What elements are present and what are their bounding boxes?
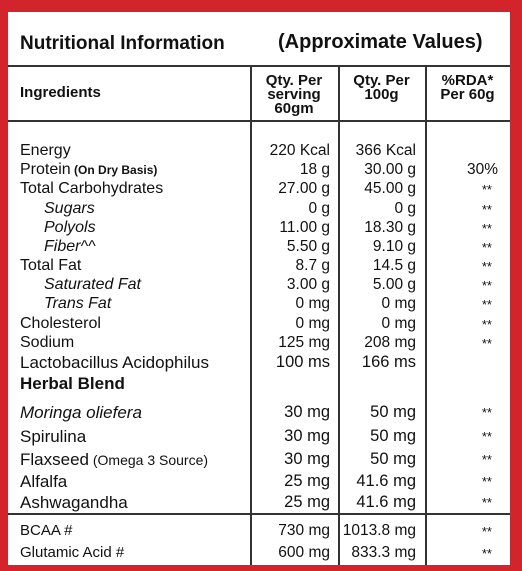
rda-value: ** — [481, 546, 492, 561]
serving-value: 0 mg — [295, 295, 330, 312]
serving-value: 27.00 g — [278, 180, 330, 197]
rda-value: ** — [481, 524, 492, 539]
per100-value: 41.6 mg — [356, 472, 416, 490]
ingredient-name: Cholesterol — [20, 315, 101, 332]
per100-value: 833.3 mg — [351, 544, 416, 561]
title: Nutritional Information — [20, 33, 225, 54]
rda-value: ** — [481, 495, 492, 510]
ingredient-name: Total Fat — [20, 257, 82, 274]
column-header: 60gm — [274, 100, 314, 117]
ingredient-name: Herbal Blend — [20, 374, 125, 393]
rule — [8, 513, 510, 515]
serving-value: 8.7 g — [295, 257, 330, 274]
per100-value: 45.00 g — [364, 180, 416, 197]
serving-value: 0 g — [308, 200, 330, 217]
serving-value: 30 mg — [284, 403, 330, 421]
ingredient-name: Polyols — [44, 219, 96, 236]
column-header: Per 60g — [440, 86, 495, 103]
per100-value: 9.10 g — [372, 238, 416, 255]
serving-value: 125 mg — [278, 334, 330, 351]
column-header: Qty. Per — [265, 72, 323, 89]
ingredient-name: Alfalfa — [20, 472, 68, 491]
ingredient-name: Moringa oliefera — [20, 403, 142, 422]
serving-value: 220 Kcal — [269, 142, 330, 159]
rda-value: ** — [481, 452, 492, 467]
ingredient-name: BCAA # — [20, 522, 73, 539]
column-header: Qty. Per — [353, 72, 410, 89]
ingredient-name: Saturated Fat — [44, 276, 141, 293]
per100-value: 5.00 g — [372, 276, 416, 293]
ingredient-name: Trans Fat — [44, 295, 112, 312]
ingredient-name: Fiber^^ — [44, 238, 96, 255]
serving-value: 600 mg — [278, 544, 330, 561]
serving-value: 100 ms — [275, 353, 330, 371]
rda-value: 30% — [466, 161, 498, 178]
ingredient-note: (On Dry Basis) — [70, 163, 158, 177]
serving-value: 3.00 g — [286, 276, 330, 293]
rda-value: ** — [481, 202, 492, 217]
serving-value: 730 mg — [278, 522, 330, 539]
rule — [8, 65, 510, 67]
column-header: %RDA* — [441, 72, 494, 89]
serving-value: 18 g — [299, 161, 330, 178]
rda-value: ** — [481, 405, 492, 420]
ingredient-name: Energy — [20, 142, 71, 159]
rda-value: ** — [481, 336, 492, 351]
serving-value: 5.50 g — [286, 238, 330, 255]
rda-value: ** — [481, 317, 492, 332]
serving-value: 25 mg — [284, 493, 330, 511]
per100-value: 14.5 g — [372, 257, 416, 274]
column-header: 100g — [364, 86, 399, 103]
ingredient-name: Ashwagandha — [20, 493, 128, 512]
rda-value: ** — [481, 297, 492, 312]
per100-value: 0 g — [394, 200, 416, 217]
panel: Nutritional Information (Approximate Val… — [8, 12, 510, 565]
per100-value: 30.00 g — [364, 161, 416, 178]
rule — [425, 65, 427, 565]
per100-value: 50 mg — [370, 427, 416, 445]
rule — [250, 65, 252, 565]
rda-value: ** — [481, 221, 492, 236]
per100-value: 50 mg — [370, 450, 416, 468]
rule — [8, 120, 510, 122]
ingredient-name: Spirulina — [20, 427, 87, 446]
per100-value: 50 mg — [370, 403, 416, 421]
per100-value: 18.30 g — [364, 219, 416, 236]
ingredient-note: (Omega 3 Source) — [88, 452, 209, 468]
rda-value: ** — [481, 240, 492, 255]
rda-value: ** — [481, 182, 492, 197]
rda-value: ** — [481, 474, 492, 489]
ingredient-name: Lactobacillus Acidophilus — [20, 353, 210, 372]
serving-value: 30 mg — [284, 450, 330, 468]
per100-value: 0 mg — [381, 295, 416, 312]
subtitle: (Approximate Values) — [278, 31, 483, 53]
serving-value: 11.00 g — [279, 219, 330, 236]
per100-value: 208 mg — [364, 334, 416, 351]
rda-value: ** — [481, 259, 492, 274]
per100-value: 366 Kcal — [355, 142, 416, 159]
ingredient-name: Sugars — [44, 200, 95, 217]
per100-value: 1013.8 mg — [342, 522, 416, 539]
column-header: Ingredients — [20, 84, 101, 101]
serving-value: 0 mg — [295, 315, 330, 332]
rda-value: ** — [481, 429, 492, 444]
ingredient-name: Flaxseed (Omega 3 Source) — [20, 450, 209, 469]
serving-value: 25 mg — [284, 472, 330, 490]
per100-value: 0 mg — [381, 315, 416, 332]
serving-value: 30 mg — [284, 427, 330, 445]
ingredient-name: Protein (On Dry Basis) — [20, 161, 158, 178]
per100-value: 166 ms — [361, 353, 416, 371]
rule — [338, 65, 340, 565]
per100-value: 41.6 mg — [356, 493, 416, 511]
ingredient-name: Total Carbohydrates — [20, 180, 164, 197]
ingredient-name: Sodium — [20, 334, 75, 351]
rda-value: ** — [481, 278, 492, 293]
column-header: serving — [267, 86, 321, 103]
ingredient-name: Glutamic Acid # — [20, 544, 125, 561]
